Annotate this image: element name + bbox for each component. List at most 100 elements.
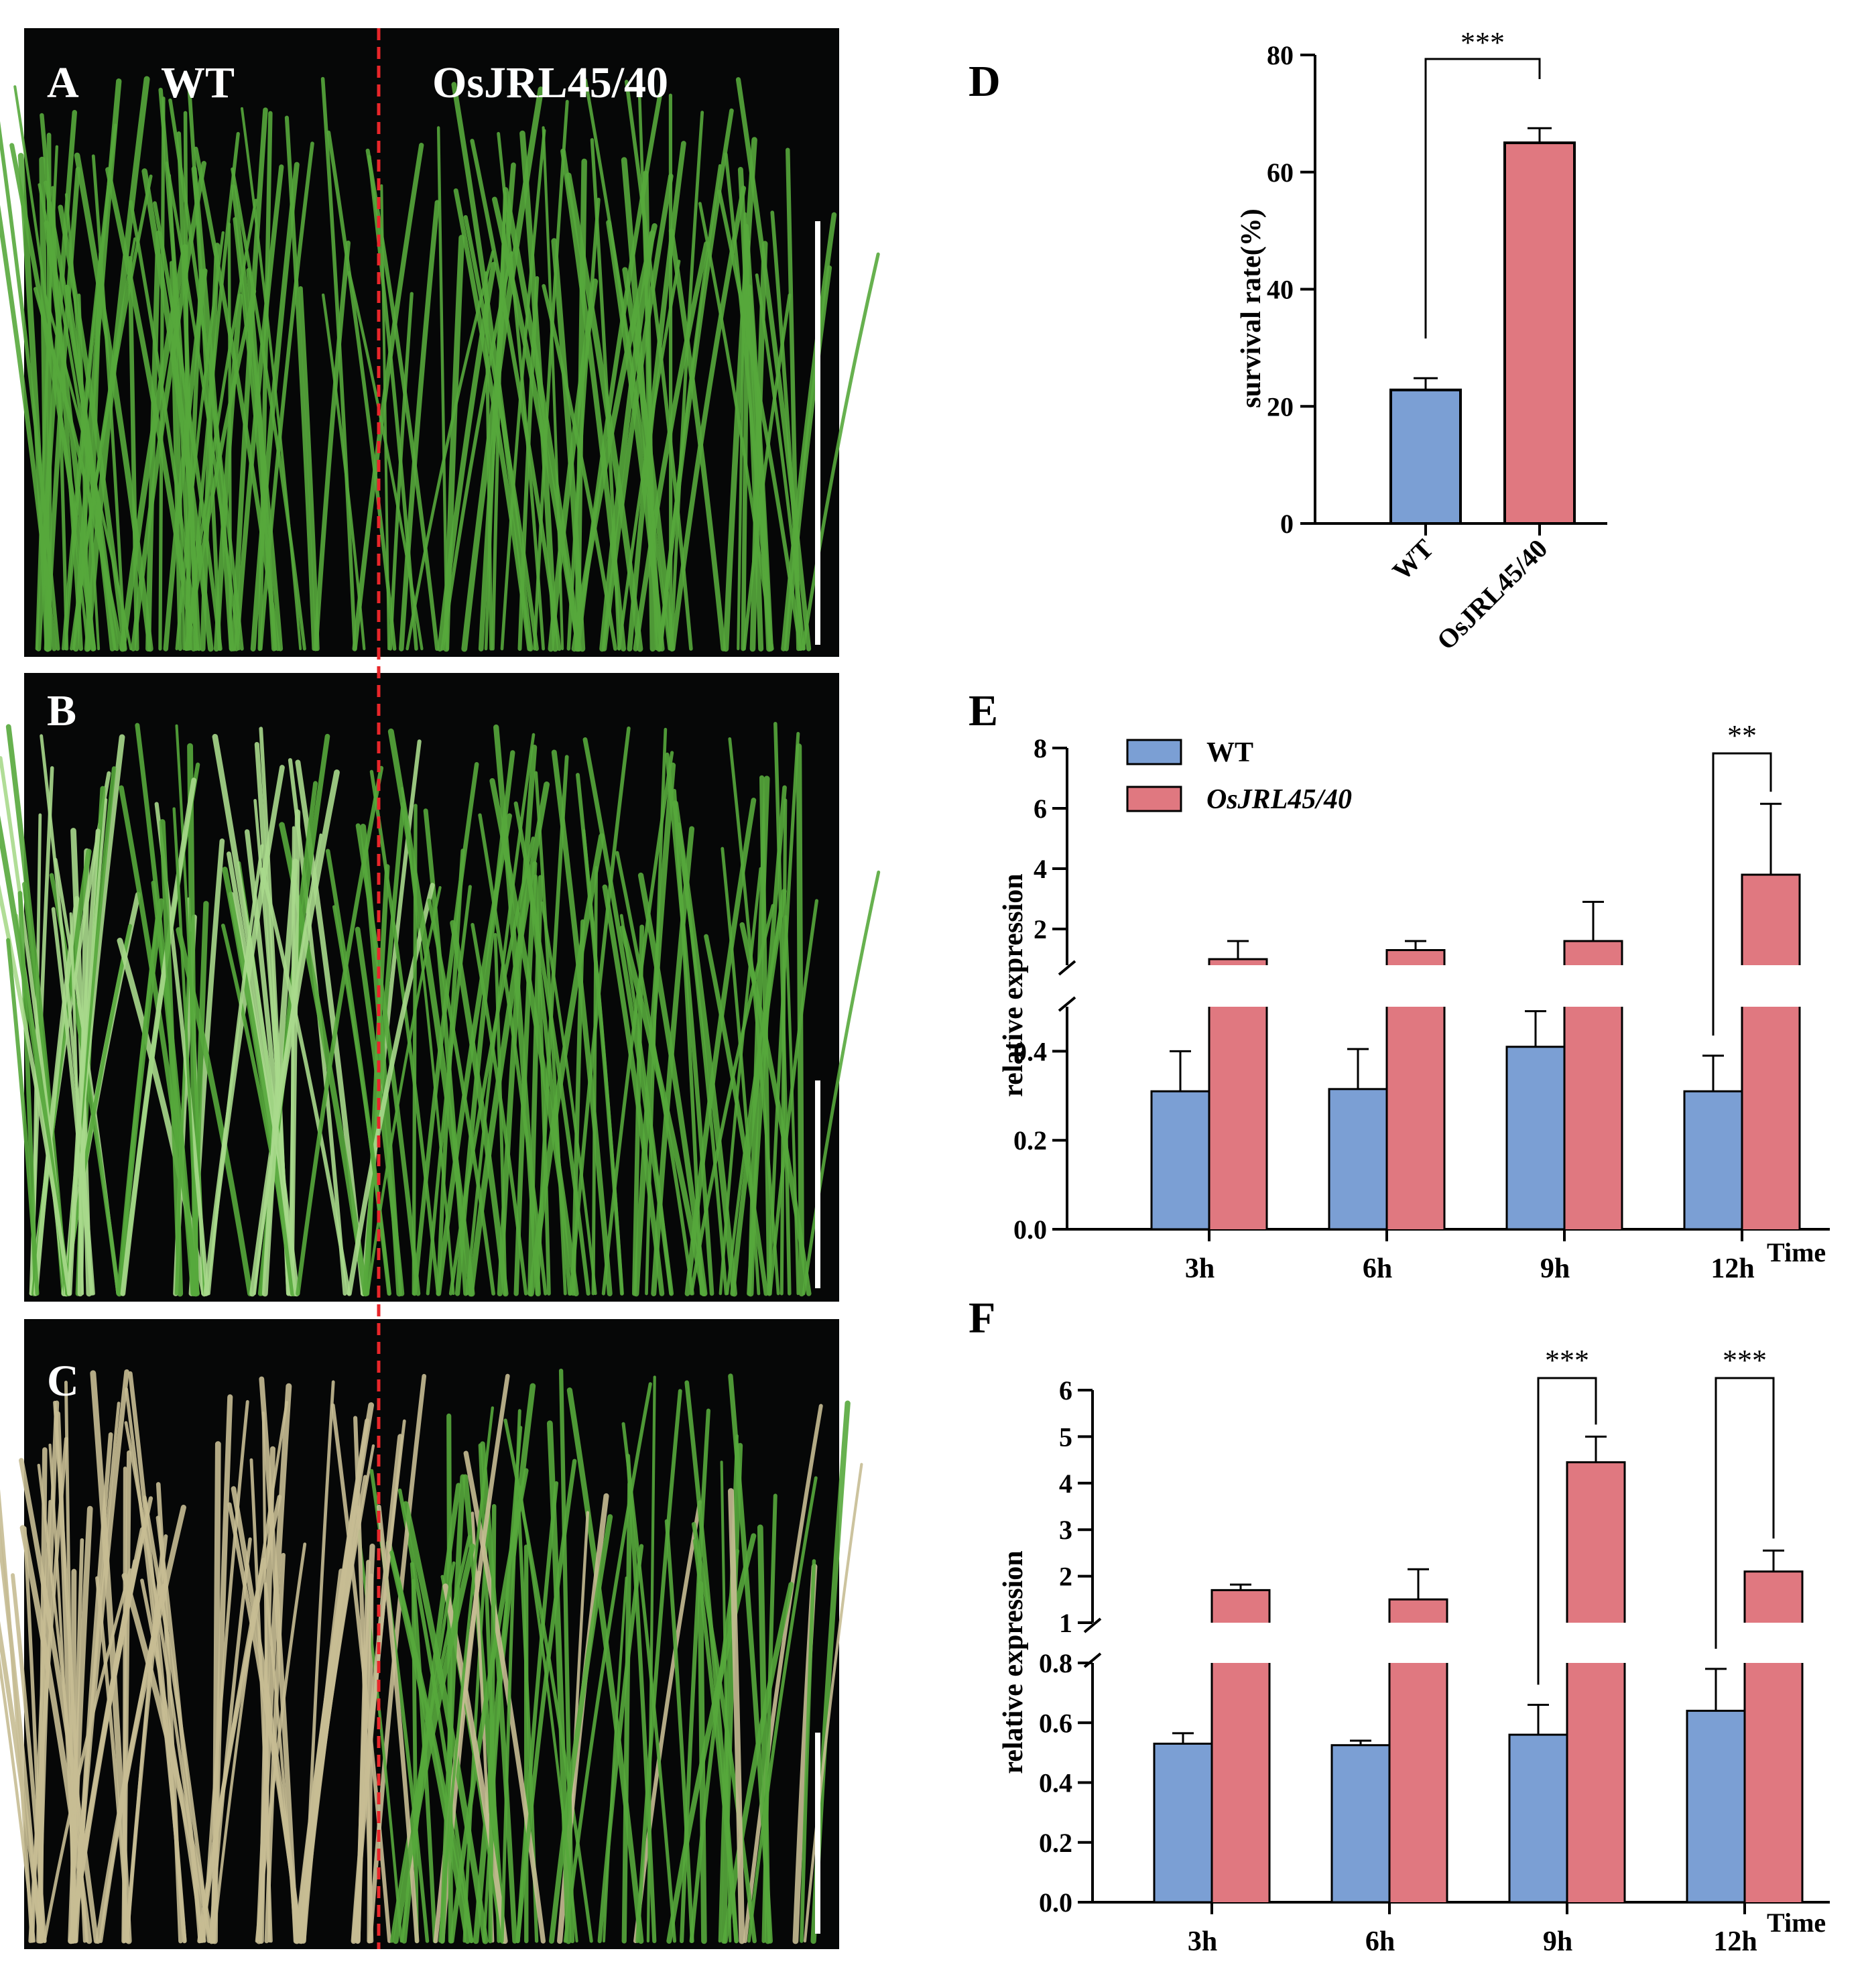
d-bar: [1389, 388, 1462, 525]
d-y-tick-label: 0: [1280, 509, 1294, 539]
chartF-x-tick-label: 3h: [1188, 1926, 1217, 1957]
chartE-x-tick-label: 12h: [1710, 1253, 1754, 1284]
chartE-bar-wt: [1328, 1088, 1388, 1231]
panel-label-d: D: [969, 57, 1001, 106]
chartE-bar-mutant-upper: [1564, 941, 1622, 965]
chartE-bar-mutant-upper: [1387, 950, 1444, 965]
plant-blade: [759, 775, 772, 1296]
panel-label-e: E: [969, 686, 998, 735]
chartF-y-tick-label: 6: [1059, 1375, 1072, 1406]
plant-blade: [369, 769, 440, 1296]
plant-blade: [796, 743, 805, 1297]
chartF-bar-wt: [1508, 1733, 1568, 1904]
d-bar: [1503, 141, 1576, 525]
plant-blade: [397, 1488, 474, 1943]
chartF-bar-mutant-upper: [1745, 1571, 1802, 1623]
plant-blade: [725, 911, 783, 1296]
chartF-y-tick-label: 0.0: [1039, 1887, 1072, 1918]
plant-blade: [313, 240, 351, 651]
plant-blade: [533, 99, 569, 651]
panel-label-f: F: [969, 1294, 995, 1343]
plant-blade: [200, 243, 221, 651]
chartE-x-tick-label: 9h: [1540, 1253, 1570, 1284]
plant-blade: [723, 137, 757, 652]
d-significance-bracket: [1424, 58, 1541, 338]
plant-blade: [728, 1488, 745, 1944]
plant-blade: [773, 722, 792, 1296]
plant-blade: [436, 813, 512, 1296]
plant-blade: [158, 97, 166, 651]
plant-blade: [99, 1584, 166, 1943]
plant-blade: [366, 885, 442, 1296]
chart-d: D survival rate(%) 0 20 40 60 80 WTOsJRL45/40…: [969, 26, 1607, 656]
plant-blade: [6, 938, 40, 1296]
plant-blade: [546, 1420, 572, 1944]
plant-blade: [635, 1389, 682, 1943]
plant-blade: [131, 161, 207, 651]
plant-blade: [222, 867, 296, 1297]
plant-blade: [321, 293, 366, 651]
chartF-y-tick-label: 4: [1059, 1469, 1072, 1499]
plant-blade: [558, 1368, 575, 1944]
plant-blade: [124, 1387, 187, 1943]
plant-blade: [597, 1544, 644, 1944]
plant-blade: [40, 113, 83, 651]
plant-blade: [84, 76, 150, 652]
plant-blade: [453, 188, 532, 651]
chartF-axis-break-mark: [1083, 1652, 1102, 1668]
e-legend: WT OsJRL45/40: [1126, 737, 1352, 815]
plant-blade: [801, 252, 880, 651]
d-x-tick-label: OsJRL45/40: [1431, 534, 1554, 656]
chartF-bar-wt: [1686, 1709, 1746, 1904]
chartE-axis-break-mark: [1058, 960, 1076, 976]
plant-blade: [212, 1441, 221, 1944]
plant-blade: [803, 1463, 863, 1943]
plant-blade: [569, 726, 631, 1296]
plant-blade: [719, 867, 763, 1296]
plant-blade: [412, 804, 418, 1296]
plant-blade: [168, 174, 192, 651]
chartF-y-tick-label: 0.4: [1039, 1768, 1072, 1798]
plant-blade: [684, 798, 757, 1296]
plant-blade: [0, 1656, 36, 1943]
chartE-significance-bracket: [1712, 752, 1772, 1036]
plant-blade: [624, 80, 693, 651]
plant-blade: [755, 273, 806, 651]
plant-blade: [742, 293, 792, 651]
plant-blade: [519, 130, 558, 652]
plant-blade: [602, 1576, 628, 1943]
e-legend-swatch-mutant: [1126, 786, 1182, 812]
plant-blade: [621, 1481, 633, 1944]
plant-blade: [563, 1382, 652, 1943]
plant-blade: [438, 1406, 495, 1943]
chartF-significance-bracket: [1537, 1377, 1597, 1685]
chartE-bar-mutant-upper: [1742, 875, 1800, 965]
plant-blade: [42, 1568, 132, 1943]
plant-blade: [355, 1560, 371, 1944]
chartE-significance-label: **: [1727, 719, 1757, 752]
plant-blade: [571, 223, 658, 652]
chart-f-xlabel: Time: [1767, 1908, 1826, 1938]
plant-blade: [213, 293, 243, 652]
plant-blade: [549, 1514, 613, 1944]
e-legend-swatch-wt: [1126, 739, 1182, 765]
plant-blade: [590, 138, 621, 651]
plant-blade: [246, 267, 277, 651]
plant-blade: [781, 212, 837, 651]
plant-blade: [704, 934, 769, 1296]
chartE-y-tick-label: 0.2: [1013, 1125, 1047, 1156]
chartE-y-tick-label: 0.4: [1013, 1036, 1047, 1066]
plant-blade: [127, 255, 139, 651]
plant-blade: [48, 1443, 78, 1943]
plant-blade: [377, 1504, 420, 1944]
plant-blade: [625, 1453, 657, 1944]
chart-d-ylabel: survival rate(%): [1236, 208, 1267, 408]
panel-label-c: C: [47, 1357, 79, 1406]
plant-blade: [802, 870, 881, 1296]
d-y-tick-label: 40: [1267, 275, 1294, 305]
chartF-x-tick-label: 6h: [1365, 1926, 1395, 1957]
plant-blade: [364, 864, 390, 1296]
chartF-y-tick-label: 0.8: [1039, 1648, 1072, 1678]
plant-blade: [448, 836, 536, 1296]
plant-blade: [0, 884, 72, 1296]
